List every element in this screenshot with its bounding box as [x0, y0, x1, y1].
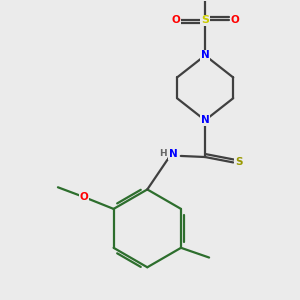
Text: S: S [201, 15, 209, 25]
Text: O: O [80, 192, 88, 202]
Text: S: S [235, 158, 242, 167]
Text: N: N [201, 115, 209, 125]
Text: O: O [171, 15, 180, 25]
Text: N: N [201, 115, 209, 125]
Text: N: N [169, 149, 178, 159]
Text: N: N [201, 50, 209, 60]
Text: H: H [159, 149, 167, 158]
Text: O: O [230, 15, 239, 25]
